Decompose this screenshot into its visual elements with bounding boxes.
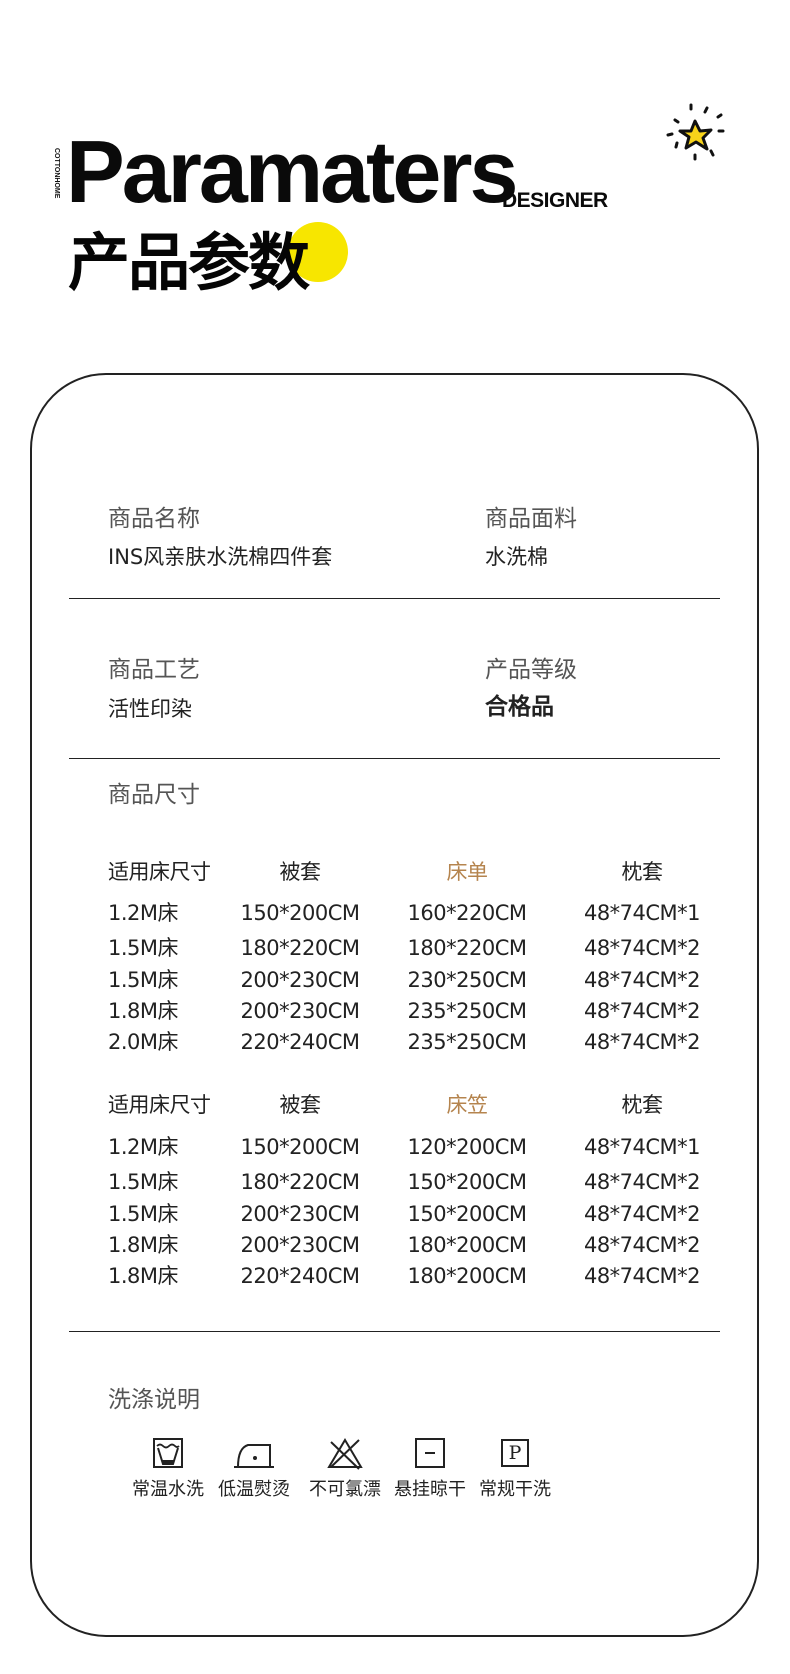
- cn-title: 产品参数: [68, 226, 310, 299]
- dry-clean-glyph: P: [501, 1439, 529, 1467]
- table-cell: 48*74CM*2: [583, 1264, 701, 1288]
- table-cell: 2.0M床: [108, 1030, 179, 1054]
- care-title: 洗涤说明: [108, 1387, 200, 1413]
- grade-label: 产品等级: [485, 657, 577, 683]
- brand-vertical-text: COTTONHOME: [53, 148, 60, 199]
- table-cell: 48*74CM*2: [583, 1170, 701, 1194]
- table-header: 床单: [446, 860, 489, 884]
- table-cell: 48*74CM*2: [583, 968, 701, 992]
- divider: [69, 758, 720, 759]
- craft-value: 活性印染: [108, 697, 192, 721]
- size-title: 商品尺寸: [108, 782, 200, 808]
- table-cell: 48*74CM*1: [583, 1135, 701, 1159]
- table-cell: 200*230CM: [240, 1233, 360, 1257]
- table-cell: 48*74CM*1: [583, 901, 701, 925]
- table-cell: 180*200CM: [407, 1233, 527, 1257]
- table-cell: 1.5M床: [108, 936, 179, 960]
- table-header: 适用床尺寸: [108, 860, 211, 884]
- divider: [69, 1331, 720, 1332]
- fabric-label: 商品面料: [485, 506, 577, 532]
- table-cell: 120*200CM: [407, 1135, 527, 1159]
- table-cell: 1.2M床: [108, 901, 179, 925]
- name-value: INS风亲肤水洗棉四件套: [108, 545, 333, 569]
- table-cell: 200*230CM: [240, 999, 360, 1023]
- table-cell: 1.5M床: [108, 968, 179, 992]
- table-cell: 180*200CM: [407, 1264, 527, 1288]
- table-cell: 150*200CM: [240, 1135, 360, 1159]
- table-cell: 230*250CM: [407, 968, 527, 992]
- page-title: Paramaters: [66, 122, 518, 221]
- craft-label: 商品工艺: [108, 657, 200, 683]
- care-label: 常规干洗: [479, 1479, 551, 1500]
- table-cell: 220*240CM: [240, 1030, 360, 1054]
- table-header: 被套: [279, 1093, 322, 1117]
- table-cell: 235*250CM: [407, 1030, 527, 1054]
- table-cell: 1.5M床: [108, 1170, 179, 1194]
- divider: [69, 598, 720, 599]
- table-cell: 1.8M床: [108, 999, 179, 1023]
- care-label: 低温熨烫: [218, 1479, 290, 1500]
- table-cell: 48*74CM*2: [583, 999, 701, 1023]
- designer-label: DESIGNER: [502, 189, 608, 212]
- fabric-value: 水洗棉: [485, 545, 548, 569]
- dry-clean-p-icon: P: [485, 1436, 545, 1472]
- parameter-card: [30, 373, 759, 1637]
- table-cell: 150*200CM: [240, 901, 360, 925]
- table-cell: 150*200CM: [407, 1202, 527, 1226]
- care-label: 常温水洗: [132, 1479, 204, 1500]
- table-cell: 48*74CM*2: [583, 1030, 701, 1054]
- table-cell: 180*220CM: [240, 1170, 360, 1194]
- table-header: 床笠: [446, 1093, 489, 1117]
- iron-low-icon: [234, 1444, 274, 1468]
- table-header: 枕套: [621, 860, 664, 884]
- table-cell: 1.2M床: [108, 1135, 179, 1159]
- table-cell: 200*230CM: [240, 968, 360, 992]
- table-cell: 180*220CM: [407, 936, 527, 960]
- table-header: 枕套: [621, 1093, 664, 1117]
- table-cell: 180*220CM: [240, 936, 360, 960]
- table-header: 被套: [279, 860, 322, 884]
- yellow-circle-decoration: [288, 222, 348, 282]
- care-label: 悬挂晾干: [394, 1479, 466, 1500]
- grade-value: 合格品: [485, 694, 554, 720]
- table-cell: 1.8M床: [108, 1233, 179, 1257]
- table-cell: 1.8M床: [108, 1264, 179, 1288]
- table-cell: 48*74CM*2: [583, 1202, 701, 1226]
- hang-dry-icon: [415, 1438, 445, 1468]
- table-cell: 48*74CM*2: [583, 936, 701, 960]
- no-bleach-icon: [327, 1438, 363, 1470]
- table-cell: 160*220CM: [407, 901, 527, 925]
- table-header: 适用床尺寸: [108, 1093, 211, 1117]
- table-cell: 1.5M床: [108, 1202, 179, 1226]
- table-cell: 235*250CM: [407, 999, 527, 1023]
- wash-tub-icon: [153, 1438, 183, 1468]
- star-icon: [666, 103, 725, 161]
- table-cell: 150*200CM: [407, 1170, 527, 1194]
- care-label: 不可氯漂: [309, 1479, 381, 1500]
- table-cell: 220*240CM: [240, 1264, 360, 1288]
- table-cell: 200*230CM: [240, 1202, 360, 1226]
- table-cell: 48*74CM*2: [583, 1233, 701, 1257]
- name-label: 商品名称: [108, 506, 200, 532]
